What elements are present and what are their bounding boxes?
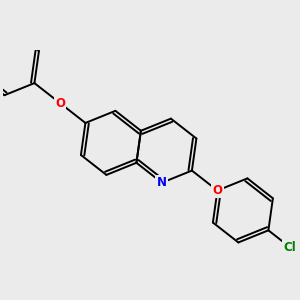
Text: N: N — [157, 176, 167, 189]
Text: O: O — [212, 184, 222, 197]
Text: O: O — [55, 97, 65, 110]
Text: Cl: Cl — [284, 241, 296, 254]
